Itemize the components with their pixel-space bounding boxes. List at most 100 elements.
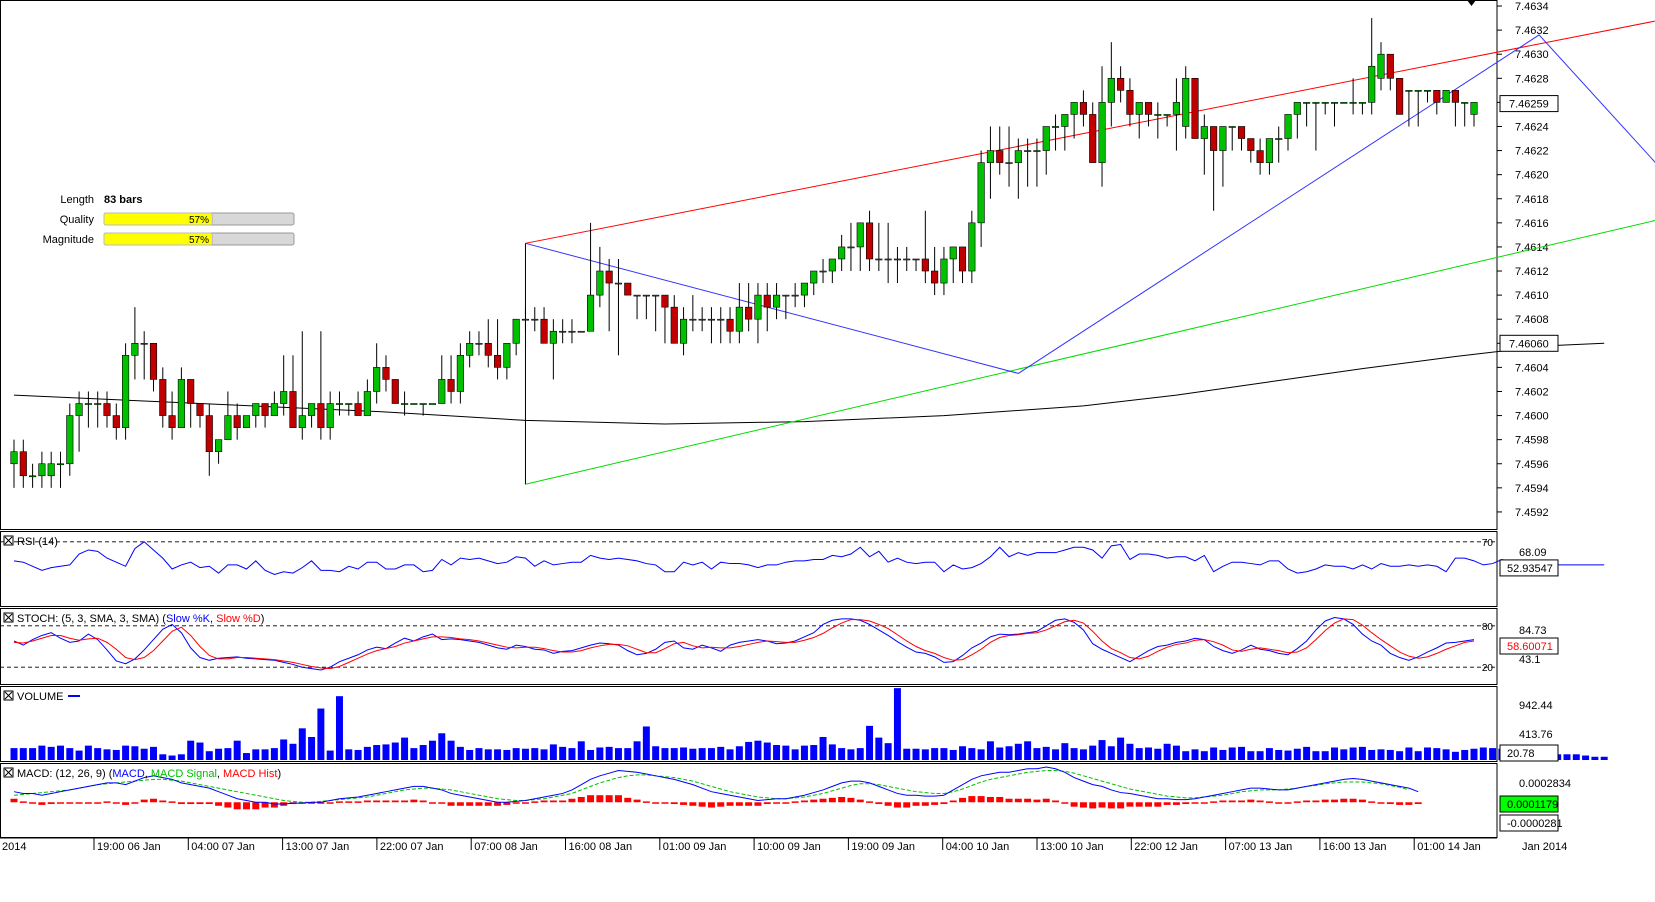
stoch-axis-label: 58.60071: [1507, 641, 1553, 653]
macd-hist-bar: [549, 800, 557, 803]
volume-bar: [326, 750, 334, 760]
candle-body: [1126, 90, 1134, 115]
volume-bar: [921, 749, 929, 760]
volume-bar: [1238, 746, 1246, 760]
candle-body: [289, 391, 297, 428]
macd-hist-bar: [261, 802, 269, 808]
y-tick-label: 7.4610: [1515, 290, 1549, 302]
volume-axis-label: 942.44: [1519, 700, 1553, 712]
x-tick-label: 16:00 08 Jan: [569, 841, 633, 853]
volume-bar: [1135, 748, 1143, 760]
x-tick-label: 22:00 12 Jan: [1134, 841, 1198, 853]
macd-hist-bar: [605, 795, 613, 803]
candle-body: [1182, 77, 1190, 127]
volume-bar: [1107, 746, 1115, 760]
candle-body: [103, 403, 111, 416]
volume-bar: [1582, 755, 1590, 760]
macd-hist-bar: [652, 802, 660, 804]
volume-bar: [754, 740, 762, 760]
volume-bar: [782, 745, 790, 760]
volume-bar: [810, 745, 818, 760]
x-tick-label: 04:00 10 Jan: [946, 841, 1010, 853]
volume-bar: [856, 748, 864, 760]
x-tick-label: 01:00 14 Jan: [1417, 841, 1481, 853]
candle-body: [856, 222, 864, 248]
macd-hist-bar: [242, 802, 250, 810]
candle-body: [1265, 138, 1273, 163]
quality-bar-fill: [103, 212, 213, 226]
volume-bar: [1405, 747, 1413, 760]
volume-bar: [1089, 745, 1097, 760]
volume-bar: [1005, 746, 1013, 760]
candle-body: [382, 367, 390, 380]
macd-hist-bar: [800, 800, 808, 803]
volume-bar: [1126, 743, 1134, 760]
volume-bar: [205, 751, 213, 760]
macd-hist-bar: [856, 799, 864, 803]
quality-label: Quality: [60, 214, 95, 226]
x-tick-label: 16:00 13 Jan: [1323, 841, 1387, 853]
macd-hist-bar: [19, 801, 27, 803]
candle-body: [633, 294, 641, 297]
volume-bar: [773, 745, 781, 760]
macd-hist-bar: [968, 796, 976, 803]
volume-bar: [763, 742, 771, 760]
magnitude-label: Magnitude: [43, 234, 94, 246]
candle-body: [373, 367, 381, 392]
y-tick-label: 7.4600: [1515, 411, 1549, 423]
macd-hist-bar: [140, 799, 148, 803]
macd-hist-bar: [1312, 800, 1320, 803]
volume-axis-label: 20.78: [1507, 748, 1535, 760]
macd-hist-bar: [1107, 802, 1115, 809]
candle-body: [1014, 150, 1022, 163]
volume-bar: [1377, 749, 1385, 760]
volume-bar: [1098, 740, 1106, 760]
macd-hist-bar: [373, 800, 381, 803]
macd-hist-bar: [893, 802, 901, 808]
candle-body: [1386, 53, 1394, 79]
candle-body: [456, 355, 464, 392]
macd-hist-bar: [735, 802, 743, 806]
candle-body: [531, 318, 539, 321]
candle-body: [884, 258, 892, 261]
macd-hist-bar: [596, 795, 604, 803]
volume-bars: [10, 688, 1608, 760]
candle-body: [1210, 126, 1218, 151]
candle-body: [800, 282, 809, 296]
candle-body: [1228, 126, 1236, 128]
volume-bar: [1303, 746, 1311, 760]
volume-title: VOLUME: [3, 690, 63, 703]
volume-bar: [689, 748, 697, 760]
volume-bar: [512, 748, 520, 760]
macd-hist-bar: [196, 802, 204, 805]
volume-bar: [57, 745, 64, 760]
candle-body: [1089, 114, 1097, 163]
x-tick-label: 19:00 06 Jan: [97, 841, 161, 853]
volume-bar: [559, 746, 567, 760]
candle-body: [1079, 102, 1087, 115]
price-badge-label: 7.46259: [1509, 99, 1549, 111]
macd-hist-bar: [1414, 802, 1422, 805]
volume-bar: [382, 744, 390, 760]
candle-body: [605, 270, 613, 284]
macd-hist-bar: [484, 802, 492, 806]
candle-body: [1135, 102, 1143, 115]
stoch-collapse-x: [4, 613, 13, 622]
candle-body: [1284, 114, 1292, 139]
candle-body: [29, 475, 37, 478]
candle-body: [335, 403, 344, 405]
volume-bar: [252, 749, 260, 760]
candle-body: [1433, 90, 1441, 103]
volume-bar: [540, 749, 548, 760]
macd-hist-bar: [10, 798, 18, 803]
candle-body: [75, 403, 83, 416]
macd-hist-bar: [1089, 802, 1097, 809]
volume-bar: [1312, 751, 1320, 760]
volume-bar: [261, 749, 269, 760]
macd-hist-bar: [308, 802, 316, 804]
volume-bar: [345, 749, 353, 760]
macd-hist-bar: [112, 802, 120, 804]
volume-bar: [466, 749, 474, 760]
x-tick-label: 07:00 08 Jan: [474, 841, 538, 853]
